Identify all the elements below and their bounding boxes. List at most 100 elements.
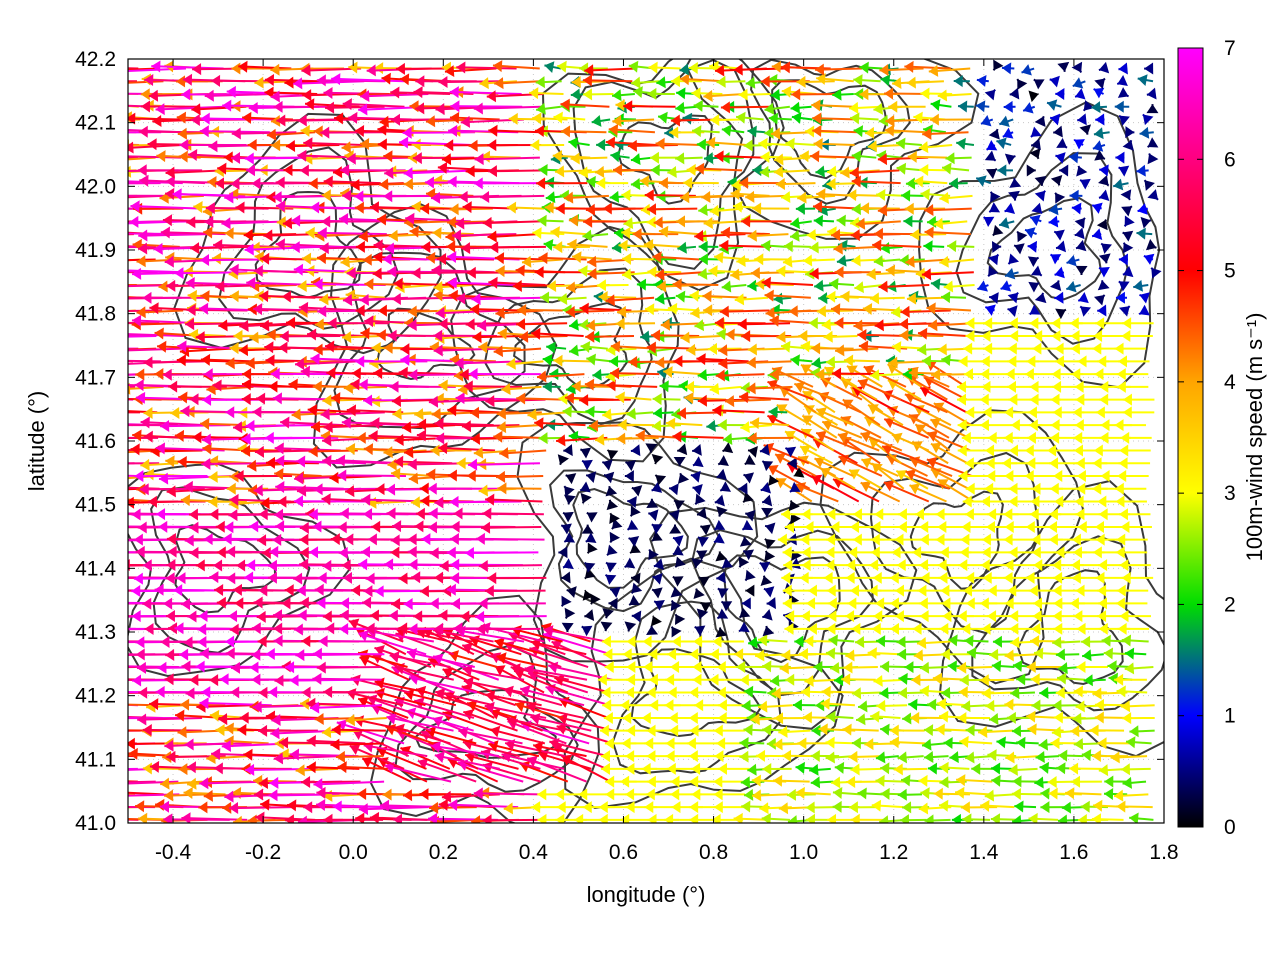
wind-arrowhead <box>852 533 862 546</box>
wind-arrowhead <box>931 368 941 381</box>
wind-vector <box>353 718 409 732</box>
wind-vector <box>463 385 522 388</box>
wind-arrowhead <box>432 174 443 187</box>
wind-arrowhead <box>1051 368 1061 381</box>
wind-arrowhead <box>245 357 255 370</box>
wind-arrowhead <box>935 533 945 546</box>
wind-arrowhead <box>474 153 484 166</box>
wind-arrowhead <box>433 281 443 293</box>
wind-arrowhead <box>68 712 77 724</box>
wind-vector <box>434 422 494 427</box>
wind-vector <box>406 650 475 668</box>
wind-arrowhead <box>224 191 234 204</box>
wind-arrowhead <box>1110 751 1120 764</box>
wind-arrowhead <box>157 661 167 674</box>
wind-arrowhead <box>154 327 164 340</box>
wind-arrowhead <box>516 392 526 405</box>
wind-arrowhead <box>268 380 278 393</box>
wind-arrowhead <box>263 229 273 242</box>
wind-arrowhead <box>478 484 489 497</box>
wind-vector <box>323 424 383 429</box>
wind-arrowhead <box>143 406 153 419</box>
wind-arrowhead <box>340 255 350 268</box>
wind-arrowhead <box>200 254 210 267</box>
wind-arrowhead <box>407 151 417 164</box>
wind-vector <box>411 271 473 275</box>
wind-arrowhead <box>987 610 997 623</box>
wind-arrowhead <box>875 751 886 764</box>
wind-arrowhead <box>1051 726 1062 739</box>
wind-arrowhead <box>1124 662 1135 675</box>
wind-arrowhead <box>734 293 745 306</box>
wind-vector <box>280 421 344 427</box>
wind-arrowhead <box>1029 148 1041 159</box>
wind-arrowhead <box>1029 304 1041 315</box>
wind-arrowhead <box>848 750 858 763</box>
wind-arrowhead <box>778 725 788 738</box>
wind-arrowhead <box>665 417 676 430</box>
wind-vector <box>265 715 321 719</box>
wind-arrowhead <box>921 268 932 281</box>
wind-arrowhead <box>1054 495 1064 508</box>
wind-arrowhead <box>919 661 930 674</box>
wind-arrowhead <box>655 475 667 486</box>
wind-arrowhead <box>810 150 820 163</box>
wind-arrowhead <box>626 724 636 737</box>
wind-arrowhead <box>189 521 199 534</box>
wind-arrowhead <box>238 344 249 357</box>
wind-arrowhead <box>454 357 464 370</box>
wind-arrowhead <box>394 455 404 468</box>
wind-vector <box>184 742 252 746</box>
wind-arrowhead <box>448 289 458 302</box>
wind-arrowhead <box>851 622 861 635</box>
wind-arrowhead <box>616 432 626 445</box>
wind-arrowhead <box>1051 317 1061 330</box>
wind-arrowhead <box>825 355 836 368</box>
wind-arrowhead <box>960 801 970 814</box>
wind-arrowhead <box>652 406 663 419</box>
wind-arrowhead <box>463 676 474 689</box>
wind-arrowhead <box>595 433 605 446</box>
wind-arrowhead <box>226 545 236 558</box>
wind-arrowhead <box>580 481 591 493</box>
wind-arrowhead <box>297 280 307 293</box>
wind-arrowhead <box>183 636 193 649</box>
wind-arrowhead <box>160 800 170 813</box>
wind-arrowhead <box>1092 546 1102 559</box>
wind-arrowhead <box>1097 495 1107 508</box>
wind-arrowhead <box>996 736 1006 749</box>
wind-arrowhead <box>117 358 126 370</box>
wind-arrowhead <box>543 239 554 251</box>
wind-arrowhead <box>316 252 327 265</box>
wind-arrowhead <box>399 136 409 149</box>
wind-arrowhead <box>669 483 679 496</box>
wind-arrowhead <box>891 546 901 559</box>
wind-arrowhead <box>581 524 594 534</box>
wind-arrowhead <box>694 230 704 243</box>
wind-arrowhead <box>852 386 864 397</box>
wind-arrowhead <box>321 726 332 739</box>
wind-arrowhead <box>382 788 392 801</box>
wind-arrowhead <box>630 444 641 457</box>
wind-arrowhead <box>644 801 654 814</box>
wind-arrowhead <box>482 814 492 823</box>
wind-arrowhead <box>669 524 682 534</box>
wind-arrowhead <box>1026 355 1036 368</box>
wind-arrowhead <box>571 380 581 393</box>
wind-arrowhead <box>387 265 397 278</box>
wind-arrowhead <box>553 354 563 367</box>
wind-arrowhead <box>419 788 429 801</box>
wind-arrowhead <box>792 699 802 712</box>
wind-arrowhead <box>538 252 548 265</box>
wind-arrowhead <box>1026 710 1036 723</box>
wind-arrowhead <box>647 813 657 823</box>
wind-arrowhead <box>1098 559 1108 572</box>
wind-arrowhead <box>927 430 939 442</box>
wind-arrowhead <box>880 242 890 254</box>
wind-arrowhead <box>894 584 904 597</box>
wind-arrowhead <box>275 200 286 213</box>
wind-arrowhead <box>816 407 827 419</box>
wind-vector <box>452 233 517 237</box>
wind-arrowhead <box>1059 164 1069 177</box>
